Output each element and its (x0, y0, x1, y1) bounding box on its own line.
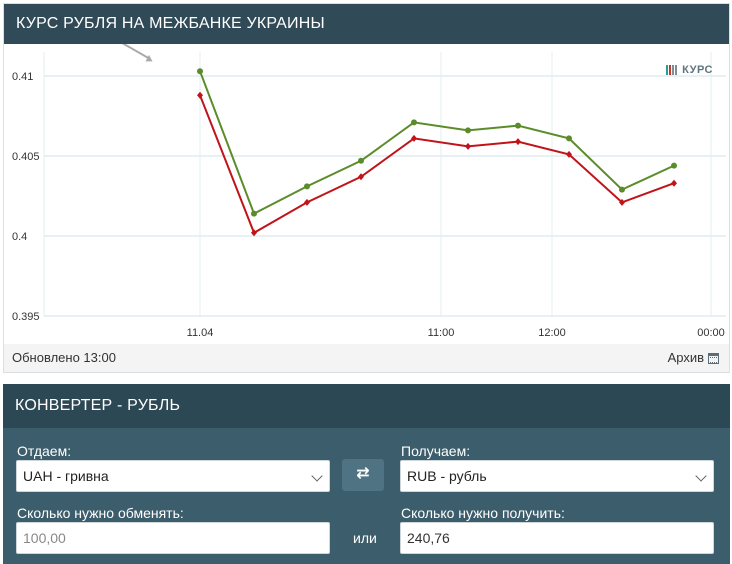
data-point (145, 54, 153, 62)
receive-label: Получаем: (401, 443, 471, 459)
data-point (197, 68, 203, 75)
data-point (411, 119, 417, 126)
swap-arrows-icon: ⇄ (356, 465, 370, 482)
data-point (465, 127, 471, 134)
data-point (358, 173, 364, 181)
data-point (251, 229, 257, 237)
y-tick-label: 0.405 (12, 151, 40, 163)
chevron-down-icon (311, 470, 323, 482)
x-tick-label: 11:00 (428, 327, 455, 339)
amount-receive-label: Сколько нужно получить: (401, 505, 565, 521)
rate-chart: 0.41 0.405 0.4 0.395 11.04 11:00 12:00 00:00 КУ… (4, 44, 729, 346)
data-point (411, 134, 417, 142)
y-tick-label: 0.4 (12, 231, 27, 243)
archive-label: Архив (667, 350, 704, 365)
amount-give-input[interactable]: 100,00 (16, 522, 330, 554)
receive-currency-select[interactable]: RUB - рубль (400, 460, 714, 492)
data-point (671, 162, 677, 169)
data-point (304, 183, 310, 190)
data-point (619, 186, 625, 193)
data-point (515, 122, 521, 129)
brand-logo: КУРС (666, 64, 713, 76)
converter-title: КОНВЕРТЕР - РУБЛЬ (3, 384, 730, 428)
give-currency-select[interactable]: UAH - гривна (16, 460, 330, 492)
rate-panel: КУРС РУБЛЯ НА МЕЖБАНКЕ УКРАИНЫ 0.41 0.405… (3, 3, 730, 373)
y-tick-label: 0.395 (12, 311, 40, 323)
chevron-down-icon (695, 470, 707, 482)
x-tick-label: 00:00 (697, 327, 725, 339)
rate-chart-svg: 0.41 0.405 0.4 0.395 11.04 11:00 12:00 00:00 (12, 44, 726, 339)
data-point (619, 198, 625, 206)
data-point (304, 198, 310, 206)
or-text: или (353, 530, 377, 546)
data-point (566, 135, 572, 142)
give-label: Отдаем: (17, 443, 72, 459)
brand-text: КУРС (682, 64, 713, 76)
receive-currency-value: RUB - рубль (407, 468, 487, 484)
amount-receive-input[interactable]: 240,76 (400, 522, 714, 554)
data-point (566, 150, 572, 158)
y-tick-label: 0.41 (12, 71, 33, 83)
rate-panel-title: КУРС РУБЛЯ НА МЕЖБАНКЕ УКРАИНЫ (4, 4, 729, 44)
data-point (358, 157, 364, 164)
brand-bars-icon (666, 65, 678, 75)
series-line (199, 70, 675, 216)
swap-button[interactable]: ⇄ (342, 459, 384, 491)
series-line (199, 94, 675, 235)
updated-text: Обновлено 13:00 (12, 350, 116, 365)
data-point (251, 210, 257, 217)
chart-footer: Обновлено 13:00 Архив (4, 344, 729, 372)
data-point (515, 138, 521, 146)
amount-give-label: Сколько нужно обменять: (17, 505, 184, 521)
x-tick-label: 11.04 (187, 327, 214, 339)
archive-link[interactable]: Архив (668, 344, 719, 372)
series-line (121, 44, 150, 60)
data-point (197, 91, 203, 99)
data-point (465, 142, 471, 150)
calendar-icon (708, 352, 719, 364)
data-point (671, 179, 677, 187)
x-tick-label: 12:00 (538, 327, 566, 339)
give-currency-value: UAH - гривна (23, 468, 109, 484)
